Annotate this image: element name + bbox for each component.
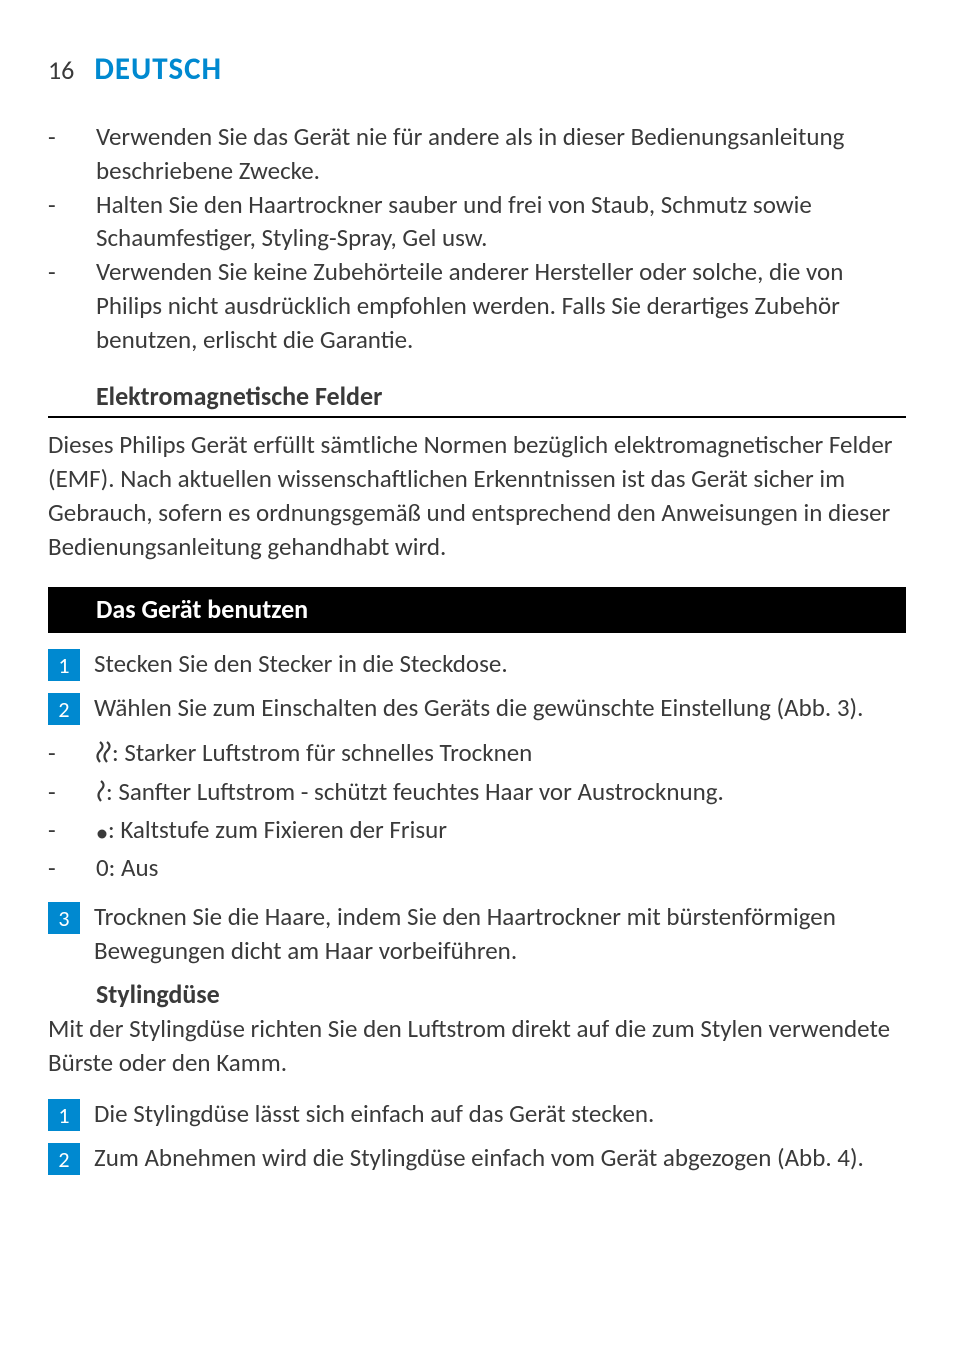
usage-step-3: 3 Trocknen Sie die Haare, indem Sie den … xyxy=(48,900,906,968)
setting-item: : Starker Luftstrom für schnelles Trockn… xyxy=(96,735,906,773)
setting-item: 0: Aus xyxy=(96,850,906,886)
dot-icon xyxy=(96,814,108,850)
setting-item: : Kaltstufe zum Fixieren der Frisur xyxy=(96,812,906,850)
language-title: DEUTSCH xyxy=(94,50,222,88)
wave-double-icon xyxy=(96,737,112,773)
settings-list: : Starker Luftstrom für schnelles Trockn… xyxy=(48,735,906,886)
step-text: Zum Abnehmen wird die Stylingdüse einfac… xyxy=(94,1141,864,1175)
setting-text: : Starker Luftstrom für schnelles Trockn… xyxy=(112,737,532,768)
step-number-box: 2 xyxy=(48,693,80,725)
usage-step-2: 2 Wählen Sie zum Einschalten des Geräts … xyxy=(48,691,906,725)
intro-bullet: Verwenden Sie keine Zubehörteile anderer… xyxy=(96,255,906,356)
step-text: Stecken Sie den Stecker in die Steckdose… xyxy=(94,647,508,681)
page-header: 16 DEUTSCH xyxy=(48,50,906,88)
step-text: Die Stylingdüse lässt sich einfach auf d… xyxy=(94,1097,654,1131)
setting-item: : Sanfter Luftstrom - schützt feuchtes H… xyxy=(96,774,906,812)
step-number-box: 1 xyxy=(48,1099,80,1131)
step-number-box: 2 xyxy=(48,1143,80,1175)
usage-step-1: 1 Stecken Sie den Stecker in die Steckdo… xyxy=(48,647,906,681)
step-text: Trocknen Sie die Haare, indem Sie den Ha… xyxy=(94,900,906,968)
setting-text: 0: Aus xyxy=(96,852,158,883)
heading-underline xyxy=(48,416,906,418)
step-text: Wählen Sie zum Einschalten des Geräts di… xyxy=(94,691,863,725)
nozzle-step-1: 1 Die Stylingdüse lässt sich einfach auf… xyxy=(48,1097,906,1131)
intro-bullet-list: Verwenden Sie das Gerät nie für andere a… xyxy=(48,120,906,356)
step-number-box: 1 xyxy=(48,649,80,681)
intro-bullet: Verwenden Sie das Gerät nie für andere a… xyxy=(96,120,906,188)
intro-bullet: Halten Sie den Haartrockner sauber und f… xyxy=(96,188,906,256)
usage-section-bar: Das Gerät benutzen xyxy=(48,587,906,633)
nozzle-step-2: 2 Zum Abnehmen wird die Stylingdüse einf… xyxy=(48,1141,906,1175)
setting-text: : Kaltstufe zum Fixieren der Frisur xyxy=(108,814,447,845)
wave-single-icon xyxy=(96,776,106,812)
emf-paragraph: Dieses Philips Gerät erfüllt sämtliche N… xyxy=(48,428,906,563)
emf-heading: Elektromagnetische Felder xyxy=(48,380,906,412)
page-number: 16 xyxy=(48,54,74,86)
nozzle-intro: Mit der Stylingdüse richten Sie den Luft… xyxy=(48,1012,906,1080)
nozzle-heading: Stylingdüse xyxy=(48,978,906,1010)
setting-text: : Sanfter Luftstrom - schützt feuchtes H… xyxy=(106,776,724,807)
page: 16 DEUTSCH Verwenden Sie das Gerät nie f… xyxy=(0,0,954,1245)
step-number-box: 3 xyxy=(48,902,80,934)
